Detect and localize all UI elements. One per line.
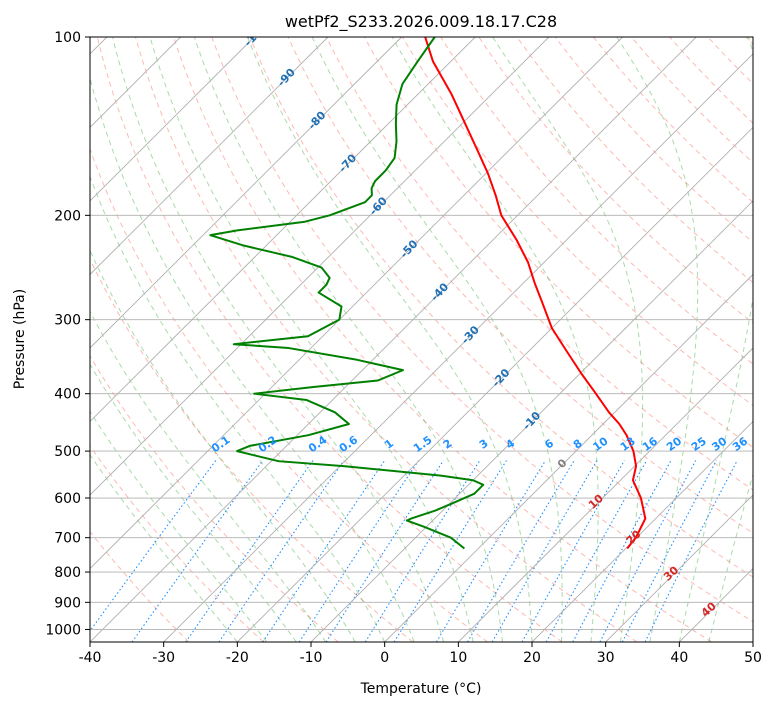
mixing-ratio-line <box>491 460 598 642</box>
moist-adiabat <box>90 410 268 642</box>
mixing-ratio-line <box>521 460 625 642</box>
plot-frame <box>89 36 754 643</box>
isotherm-line <box>90 37 697 642</box>
dry-adiabat <box>325 37 753 491</box>
moist-adiabat <box>678 37 753 642</box>
y-tick-label: 1000 <box>45 622 81 638</box>
dry-adiabat <box>90 530 190 642</box>
x-tick-label: 50 <box>744 650 762 666</box>
isotherm-line <box>752 641 753 642</box>
y-tick-label: 500 <box>54 444 81 460</box>
mixing-ratio-line <box>467 460 575 642</box>
dewpoint-profile <box>209 37 485 550</box>
mixing-ratio-line <box>131 460 264 642</box>
mixing-ratio-line <box>644 460 738 642</box>
x-tick-label: -30 <box>152 650 175 666</box>
dry-adiabat <box>402 37 753 406</box>
isotherm-line <box>310 200 753 642</box>
profile-lines <box>209 37 647 550</box>
pressure-gridlines <box>90 37 753 630</box>
mixing-ratio-line <box>545 460 648 642</box>
moist-adiabat <box>90 363 297 642</box>
dry-adiabat <box>516 37 753 284</box>
moist-adiabat <box>193 37 504 642</box>
isotherm-line <box>163 53 753 642</box>
x-axis-title: Temperature (°C) <box>360 681 482 697</box>
mixing-ratio-line <box>262 460 386 642</box>
isotherm-line <box>90 37 550 496</box>
isotherm-line <box>458 347 753 642</box>
isotherm-line <box>237 126 753 642</box>
dry-adiabat <box>440 37 753 365</box>
dry-adiabat <box>287 37 753 534</box>
isotherm-line <box>90 37 476 423</box>
mixing-ratio-lines <box>90 460 738 642</box>
y-tick-label: 800 <box>54 565 81 581</box>
isotherm-line <box>90 37 255 202</box>
mixing-ratio-line <box>218 460 345 642</box>
mixing-ratio-line <box>90 460 217 632</box>
y-axis-title: Pressure (hPa) <box>12 289 28 389</box>
x-tick-label: 40 <box>670 650 688 666</box>
isotherm-line <box>384 273 753 642</box>
y-axis-ticks: 100 200 300 400 500 600 700 800 900 1000 <box>45 30 90 638</box>
dry-adiabat <box>478 37 753 324</box>
y-tick-label: 100 <box>54 30 81 46</box>
x-tick-label: 0 <box>380 650 389 666</box>
moist-adiabat <box>90 249 356 642</box>
dry-adiabat <box>90 258 414 642</box>
x-axis-ticks: -40 -30 -20 -10 0 10 20 30 40 50 <box>79 642 762 666</box>
moist-adiabat <box>112 37 445 642</box>
chart-title: wetPf2_S233.2026.009.18.17.C28 <box>285 12 557 32</box>
dry-adiabat <box>592 37 753 203</box>
y-tick-label: 200 <box>54 208 81 224</box>
y-tick-label: 700 <box>54 531 81 547</box>
isotherm-line <box>90 37 402 349</box>
moist-adiabat <box>391 37 599 642</box>
y-tick-label: 400 <box>54 387 81 403</box>
x-tick-label: -40 <box>79 650 102 666</box>
x-tick-label: 20 <box>523 650 541 666</box>
y-tick-label: 600 <box>54 491 81 507</box>
mixing-ratio-line <box>298 460 420 642</box>
plot-background <box>90 37 753 642</box>
moist-adiabat <box>90 453 238 642</box>
dry-adiabat <box>90 355 339 642</box>
dry-adiabat <box>554 37 753 243</box>
x-tick-label: -10 <box>300 650 323 666</box>
x-tick-label: 30 <box>597 650 615 666</box>
x-tick-label: -20 <box>226 650 249 666</box>
mixing-ratio-line <box>435 460 546 642</box>
isotherm-line <box>90 37 623 570</box>
moist-adiabat <box>311 37 563 642</box>
temperature-profile <box>424 37 647 550</box>
moist-adiabat <box>247 37 533 642</box>
dry-adiabat <box>134 37 638 642</box>
mixing-ratio-line <box>185 460 314 642</box>
y-tick-label: 900 <box>54 595 81 611</box>
x-tick-label: 10 <box>449 650 467 666</box>
dry-adiabat <box>96 37 563 642</box>
y-tick-label: 300 <box>54 313 81 329</box>
dry-adiabat <box>249 37 753 578</box>
isotherm-line <box>605 494 753 642</box>
moist-adiabat <box>616 37 699 642</box>
isotherm-line <box>90 37 329 276</box>
